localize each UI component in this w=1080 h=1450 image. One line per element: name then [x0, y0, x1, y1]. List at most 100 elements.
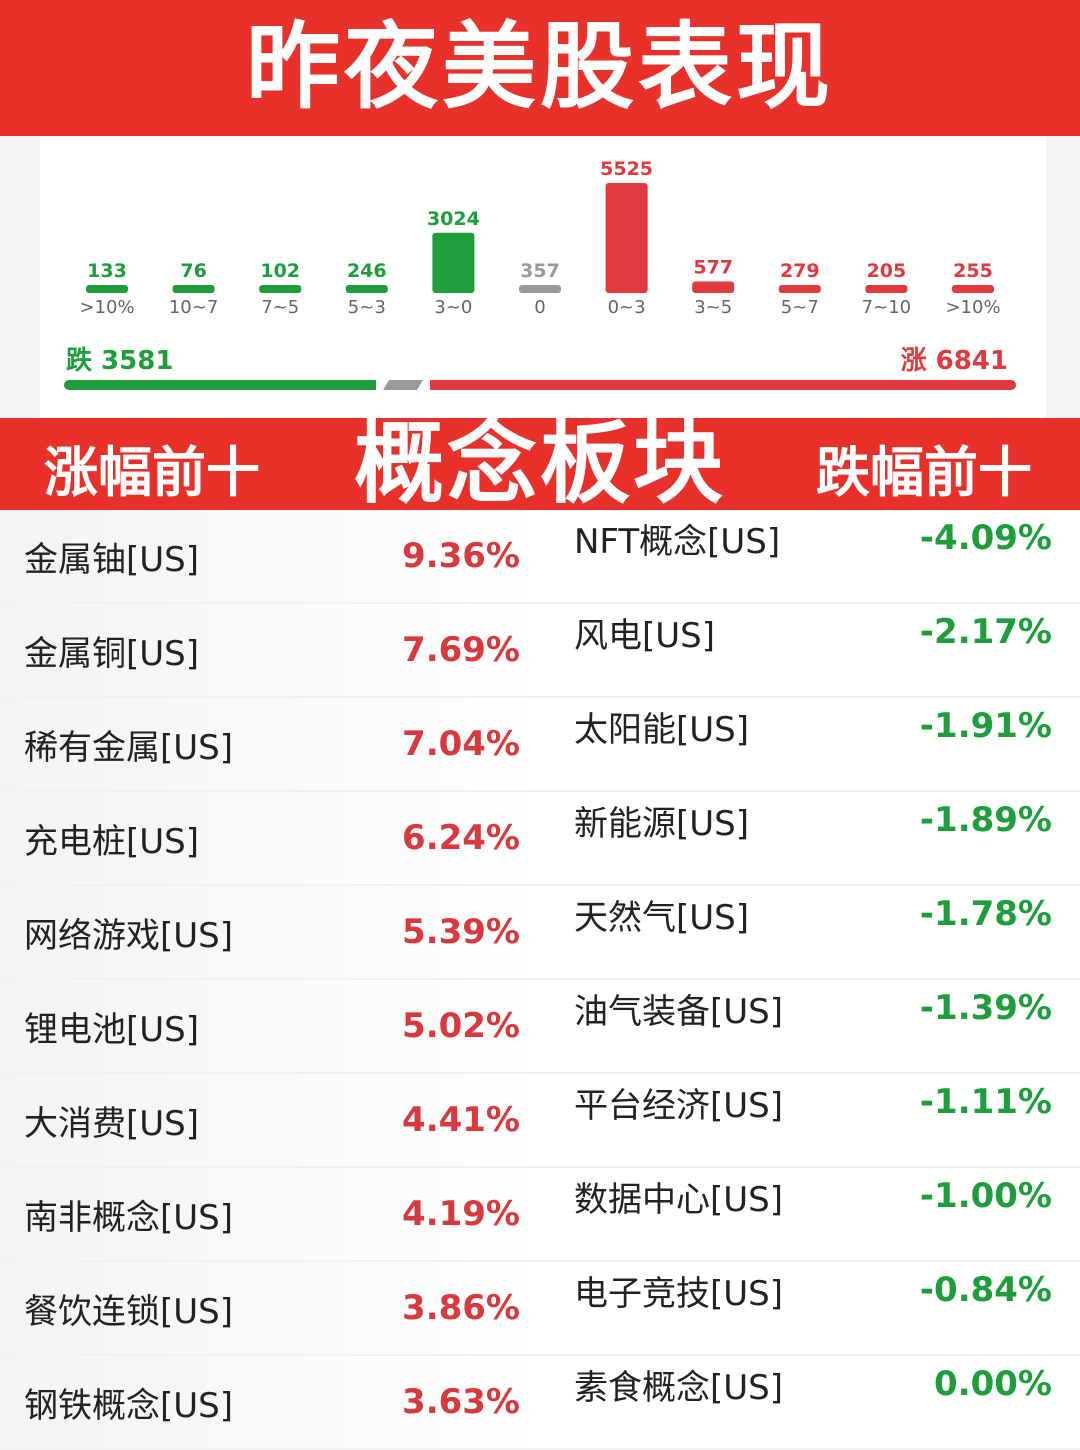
change-value: -1.39% — [919, 988, 1052, 1028]
list-item[interactable]: 新能源[US] -1.89% — [540, 792, 1080, 886]
change-value: 3.86% — [402, 1288, 520, 1328]
bar-value-label: 3024 — [427, 208, 480, 230]
list-item[interactable]: 风电[US] -2.17% — [540, 604, 1080, 698]
bar-value-label: 246 — [347, 260, 387, 282]
change-value: -2.17% — [919, 612, 1052, 652]
concept-name: 风电[US] — [574, 616, 715, 656]
rise-ratio-bar — [430, 380, 1016, 390]
left-margin — [0, 136, 40, 418]
bar-value-label: 205 — [867, 260, 907, 282]
change-value: 0.00% — [934, 1364, 1052, 1404]
losers-heading: 跌幅前十 — [816, 441, 1032, 504]
concept-name: 素食概念[US] — [574, 1368, 783, 1408]
title-banner — [0, 0, 1080, 136]
list-item[interactable]: NFT概念[US] -4.09% — [540, 510, 1080, 604]
bar-value-label: 255 — [953, 260, 993, 282]
distribution-panel — [40, 146, 1046, 408]
category-tick-label: >10% — [79, 297, 134, 318]
list-item[interactable]: 南非概念[US] 4.19% — [0, 1168, 540, 1262]
distribution-chart: 133 >10% 76 10~7 102 7~5 246 5~3 3024 3~0 357 0 5525… — [79, 158, 1000, 318]
change-value: 5.39% — [402, 912, 520, 952]
category-tick-label: 7~5 — [261, 297, 299, 318]
concept-name: 锂电池[US] — [24, 1010, 199, 1050]
concept-name: 新能源[US] — [574, 804, 749, 844]
category-tick-label: 0~3 — [608, 297, 646, 318]
concept-name: 金属铜[US] — [24, 634, 199, 674]
concept-name: 电子竞技[US] — [574, 1274, 783, 1314]
change-value: -1.11% — [919, 1082, 1052, 1122]
change-value: -4.09% — [919, 518, 1052, 558]
category-tick-label: 3~0 — [434, 297, 472, 318]
concept-name: 稀有金属[US] — [24, 728, 233, 768]
list-item[interactable]: 网络游戏[US] 5.39% — [0, 886, 540, 980]
bar-value-label: 279 — [780, 260, 820, 282]
list-item[interactable]: 天然气[US] -1.78% — [540, 886, 1080, 980]
bar-value-label: 357 — [520, 260, 560, 282]
list-item[interactable]: 数据中心[US] -1.00% — [540, 1168, 1080, 1262]
category-tick-label: 5~3 — [348, 297, 386, 318]
list-item[interactable]: 金属铜[US] 7.69% — [0, 604, 540, 698]
concept-name: 金属铀[US] — [24, 540, 199, 580]
concept-name: 网络游戏[US] — [24, 916, 233, 956]
right-margin — [1046, 136, 1080, 418]
list-item[interactable]: 电子竞技[US] -0.84% — [540, 1262, 1080, 1356]
list-item[interactable]: 大消费[US] 4.41% — [0, 1074, 540, 1168]
change-value: 3.63% — [402, 1382, 520, 1422]
bar-value-label: 102 — [260, 260, 300, 282]
chart-bar — [952, 285, 994, 293]
gainers-heading: 涨幅前十 — [44, 441, 260, 504]
list-item[interactable]: 太阳能[US] -1.91% — [540, 698, 1080, 792]
fall-ratio-bar — [64, 380, 376, 390]
concept-name: 太阳能[US] — [574, 710, 749, 750]
change-value: -1.00% — [919, 1176, 1052, 1216]
fall-count-label: 跌 3581 — [66, 346, 174, 376]
concept-name: 天然气[US] — [574, 898, 749, 938]
flat-ratio-bar — [383, 380, 423, 390]
chart-bar — [345, 285, 388, 293]
bar-value-label: 133 — [87, 260, 127, 282]
change-value: 4.19% — [402, 1194, 520, 1234]
rise-count-label: 涨 6841 — [900, 346, 1008, 376]
chart-bar — [778, 285, 821, 293]
list-item[interactable]: 金属铀[US] 9.36% — [0, 510, 540, 604]
change-value: -1.78% — [919, 894, 1052, 934]
category-tick-label: 3~5 — [694, 297, 732, 318]
chart-bar — [86, 285, 128, 293]
list-item[interactable]: 稀有金属[US] 7.04% — [0, 698, 540, 792]
change-value: 7.04% — [402, 724, 520, 764]
list-item[interactable]: 钢铁概念[US] 3.63% — [0, 1356, 540, 1450]
chart-bar — [519, 285, 561, 293]
list-item[interactable]: 平台经济[US] -1.11% — [540, 1074, 1080, 1168]
category-tick-label: 5~7 — [781, 297, 819, 318]
bar-value-label: 76 — [180, 260, 206, 282]
concept-name: 南非概念[US] — [24, 1198, 233, 1238]
change-value: 5.02% — [402, 1006, 520, 1046]
list-item[interactable]: 素食概念[US] 0.00% — [540, 1356, 1080, 1450]
concept-name: 数据中心[US] — [574, 1180, 783, 1220]
change-value: 7.69% — [402, 630, 520, 670]
list-item[interactable]: 充电桩[US] 6.24% — [0, 792, 540, 886]
gainers-list: 金属铀[US] 9.36% 金属铜[US] 7.69% 稀有金属[US] 7.04% … — [0, 510, 540, 1450]
concept-name: 餐饮连锁[US] — [24, 1292, 233, 1332]
change-value: 6.24% — [402, 818, 520, 858]
list-item[interactable]: 锂电池[US] 5.02% — [0, 980, 540, 1074]
category-tick-label: 7~10 — [862, 297, 911, 318]
bar-value-label: 5525 — [600, 158, 653, 180]
losers-list: NFT概念[US] -4.09% 风电[US] -2.17% 太阳能[US] -1.9… — [540, 510, 1080, 1450]
chart-bar — [259, 285, 302, 293]
change-value: -0.84% — [919, 1270, 1052, 1310]
change-value: 9.36% — [402, 536, 520, 576]
category-tick-label: >10% — [945, 297, 1000, 318]
change-value: -1.89% — [919, 800, 1052, 840]
chart-bar — [432, 232, 475, 293]
category-tick-label: 0 — [534, 297, 545, 318]
concept-name: 钢铁概念[US] — [24, 1386, 233, 1426]
section-title: 概念板块 — [354, 411, 726, 516]
list-item[interactable]: 油气装备[US] -1.39% — [540, 980, 1080, 1074]
change-value: 4.41% — [402, 1100, 520, 1140]
section-banner — [0, 418, 1080, 510]
concept-name: NFT概念[US] — [574, 522, 781, 562]
concept-name: 油气装备[US] — [574, 992, 783, 1032]
list-item[interactable]: 餐饮连锁[US] 3.86% — [0, 1262, 540, 1356]
page-title: 昨夜美股表现 — [245, 13, 834, 122]
